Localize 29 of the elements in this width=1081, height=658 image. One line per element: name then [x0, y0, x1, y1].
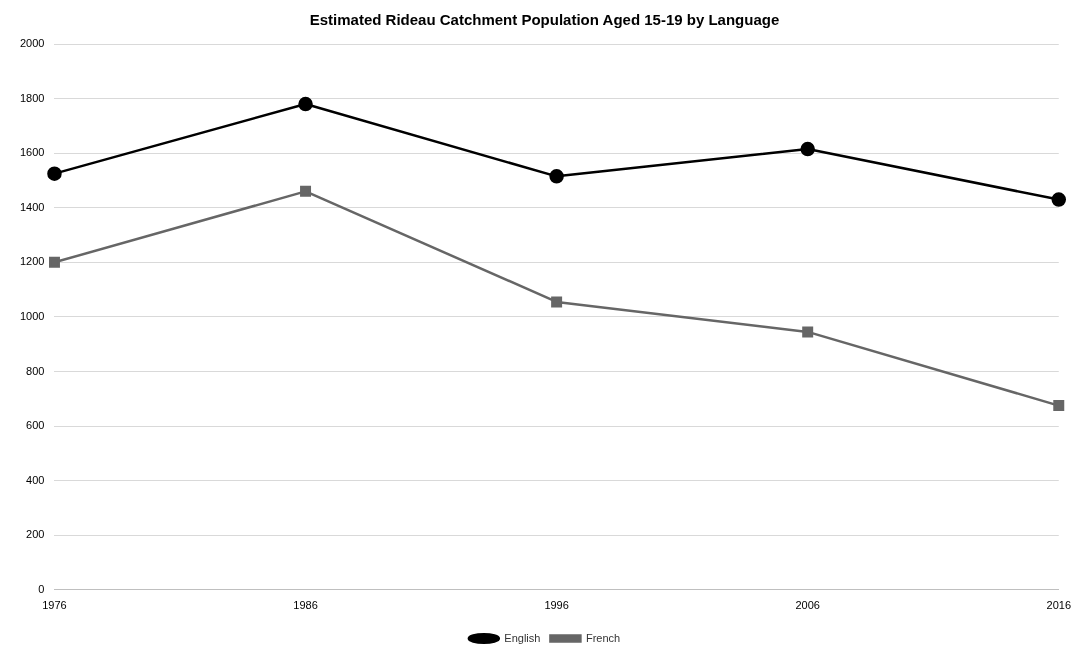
point: [1053, 400, 1065, 412]
legend-label: French: [585, 631, 621, 644]
x-tick-label: 1976: [42, 599, 67, 612]
y-tick-label: 2000: [19, 37, 45, 50]
y-tick-label: 200: [26, 528, 45, 541]
x-tick-label: 2006: [795, 599, 820, 612]
point: [549, 169, 564, 184]
y-tick-label: 1800: [19, 91, 45, 104]
y-tick-label: 0: [38, 582, 45, 595]
point: [298, 96, 313, 112]
y-tick-label: 800: [26, 364, 45, 377]
point: [300, 185, 312, 197]
y-tick-label: 1000: [19, 309, 45, 322]
y-tick-label: 1200: [19, 255, 45, 268]
y-tick-label: 600: [26, 419, 45, 432]
y-tick-label: 1600: [19, 146, 45, 159]
point: [48, 256, 60, 268]
legend-label: English: [504, 631, 541, 644]
point: [47, 166, 62, 181]
point: [551, 296, 563, 308]
point: [1051, 192, 1067, 207]
x-tick-label: 1986: [293, 599, 318, 612]
y-tick-label: 400: [26, 473, 45, 486]
x-tick-label: 2016: [1046, 599, 1072, 612]
point: [802, 326, 814, 338]
point: [800, 141, 815, 157]
y-tick-label: 1400: [19, 200, 45, 213]
chart-title: Estimated Rideau Catchment Population Aged 15-19 by Language: [309, 11, 780, 29]
x-tick-label: 1996: [544, 599, 569, 612]
